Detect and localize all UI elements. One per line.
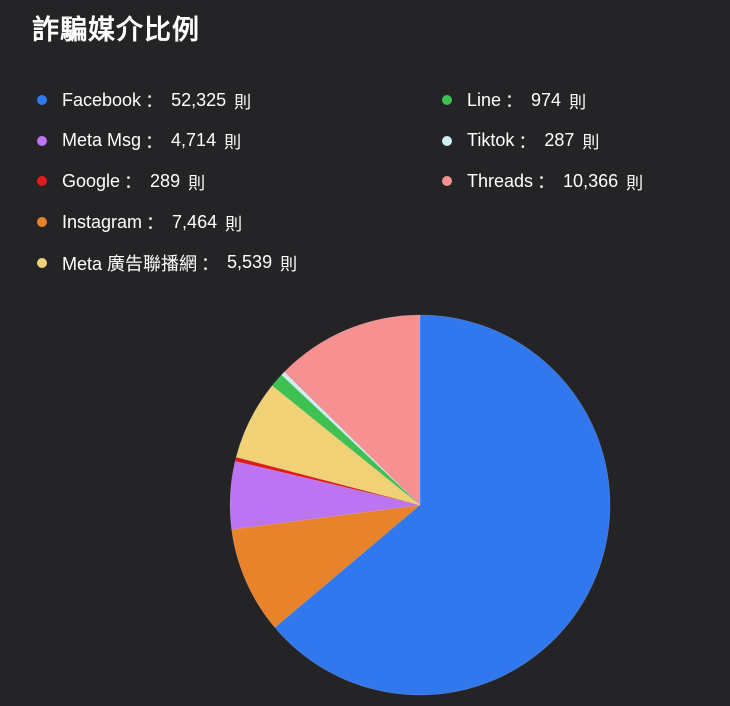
legend-dot-icon bbox=[442, 95, 452, 105]
legend-separator: ： bbox=[505, 91, 524, 111]
legend-unit: 則 bbox=[569, 92, 587, 113]
legend-value: 974 bbox=[531, 89, 562, 110]
legend-unit: 則 bbox=[224, 133, 242, 154]
legend-label: Tiktok bbox=[467, 130, 515, 151]
pie-slice-facebook[interactable] bbox=[274, 314, 611, 696]
legend-item[interactable]: Instagram： 7,464 則 bbox=[37, 209, 242, 235]
legend-label: Google bbox=[62, 170, 121, 191]
pie-slice-meta-廣告聯播網[interactable] bbox=[235, 385, 421, 506]
legend-separator: ： bbox=[145, 91, 164, 111]
legend-unit: 則 bbox=[225, 214, 243, 235]
legend-separator: ： bbox=[124, 172, 143, 193]
legend-dot-icon bbox=[37, 257, 47, 268]
legend-separator: ： bbox=[145, 131, 164, 152]
legend-unit: 則 bbox=[234, 92, 252, 113]
legend-item[interactable]: Tiktok： 287 則 bbox=[442, 128, 599, 154]
legend-unit: 則 bbox=[626, 173, 644, 194]
legend-item[interactable]: Line： 974 則 bbox=[442, 87, 586, 113]
legend-separator: ： bbox=[518, 131, 537, 152]
legend-dot-icon bbox=[37, 135, 47, 146]
legend-unit: 則 bbox=[582, 133, 600, 154]
legend-value: 52,325 bbox=[171, 89, 227, 110]
legend-dot-icon bbox=[37, 176, 47, 187]
legend-value: 289 bbox=[150, 170, 181, 191]
legend-unit: 則 bbox=[188, 173, 206, 194]
pie-slice-threads[interactable] bbox=[284, 314, 421, 506]
legend-separator: ： bbox=[146, 213, 165, 234]
legend-dot-icon bbox=[442, 135, 452, 146]
legend-separator: ： bbox=[537, 172, 556, 193]
legend-label: Facebook bbox=[62, 89, 142, 110]
legend-value: 4,714 bbox=[171, 130, 217, 151]
legend-separator: ： bbox=[201, 253, 220, 274]
legend-value: 5,539 bbox=[227, 252, 273, 273]
legend-label: Line bbox=[467, 89, 502, 110]
legend-label: Meta 廣告聯播網 bbox=[62, 253, 198, 274]
legend-item[interactable]: Meta Msg： 4,714 則 bbox=[37, 128, 241, 154]
legend-label: Meta Msg bbox=[62, 130, 142, 151]
legend-item[interactable]: Meta 廣告聯播網： 5,539 則 bbox=[37, 250, 297, 276]
legend-item[interactable]: Google： 289 則 bbox=[37, 168, 205, 194]
legend-dot-icon bbox=[37, 217, 47, 228]
pie-slice-line[interactable] bbox=[271, 374, 421, 506]
legend-label: Threads bbox=[467, 170, 534, 191]
pie-slice-google[interactable] bbox=[234, 456, 421, 506]
legend-item[interactable]: Facebook： 52,325 則 bbox=[37, 87, 251, 113]
legend-value: 10,366 bbox=[563, 170, 619, 191]
legend-dot-icon bbox=[37, 95, 47, 105]
legend-label: Instagram bbox=[62, 211, 143, 232]
legend-item[interactable]: Threads： 10,366 則 bbox=[442, 168, 643, 194]
legend-value: 287 bbox=[544, 130, 575, 151]
legend-unit: 則 bbox=[280, 255, 298, 276]
pie-slice-instagram[interactable] bbox=[231, 504, 421, 628]
pie-slice-meta-msg[interactable] bbox=[229, 460, 421, 530]
pie-slice-tiktok[interactable] bbox=[281, 371, 421, 506]
legend-value: 7,464 bbox=[172, 211, 218, 232]
legend-dot-icon bbox=[442, 176, 452, 187]
chart-title: 詐騙媒介比例 bbox=[32, 15, 200, 46]
